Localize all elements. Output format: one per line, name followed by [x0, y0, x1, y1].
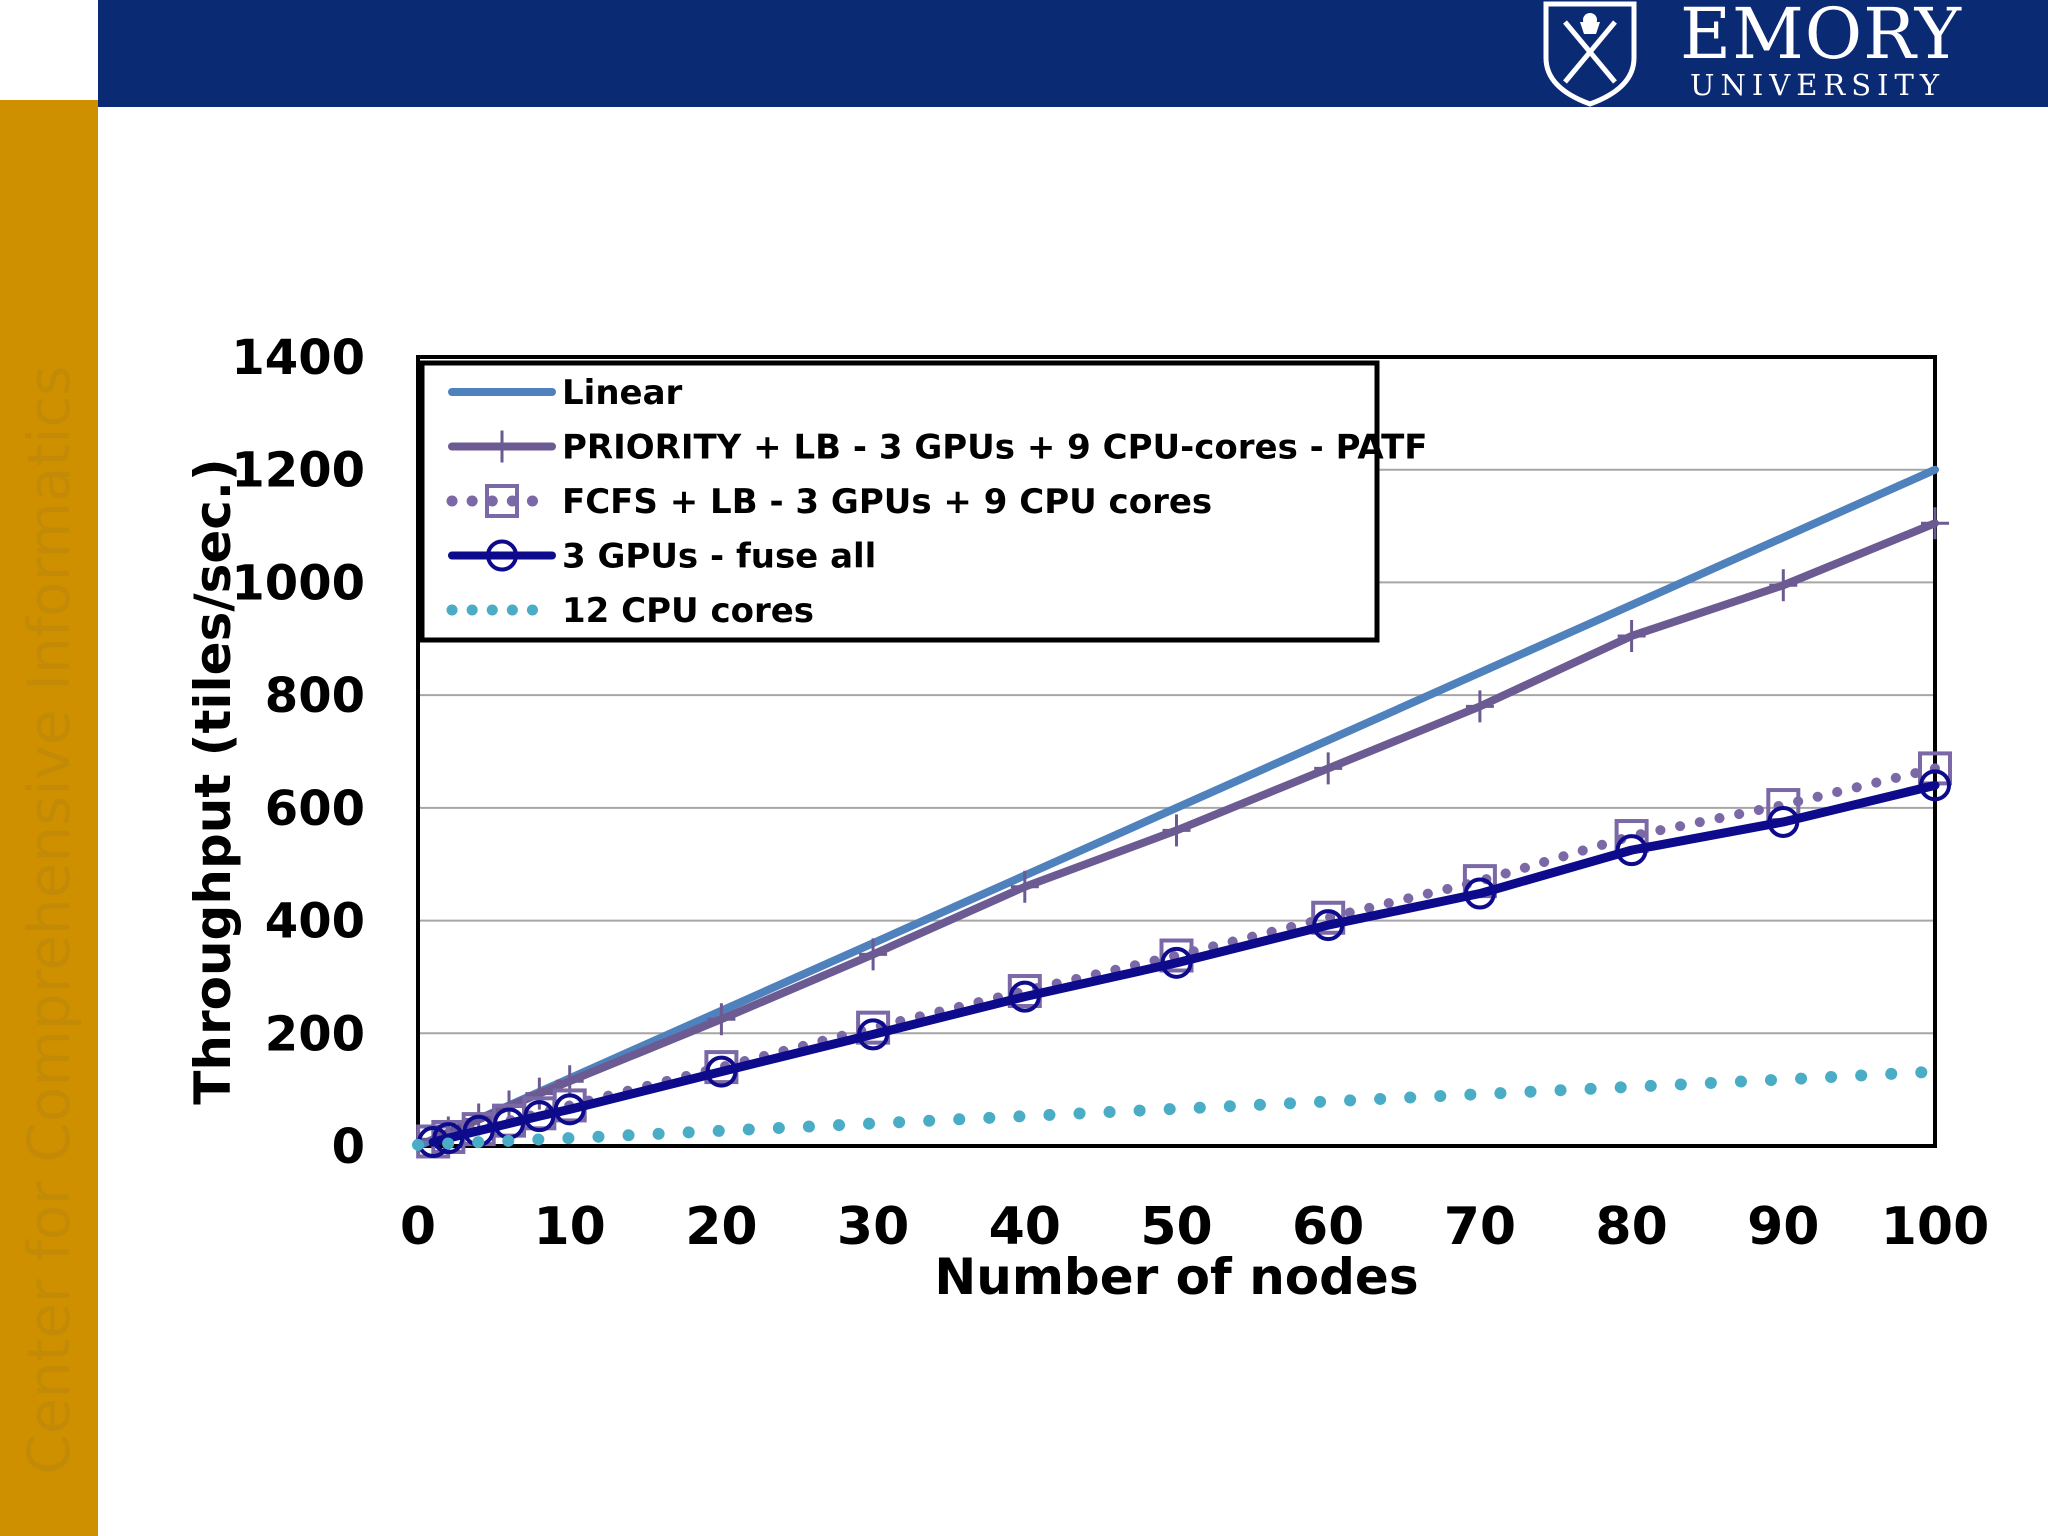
x-tick-label: 0: [400, 1197, 436, 1257]
x-tick-label: 80: [1595, 1197, 1667, 1257]
data-point: [523, 1100, 556, 1133]
y-tick-label: 1200: [231, 443, 365, 499]
y-tick-label: 0: [332, 1119, 365, 1175]
data-point: [1769, 569, 1798, 602]
series-4: [412, 1065, 1941, 1151]
legend-label: PRIORITY + LB - 3 GPUs + 9 CPU-cores - P…: [562, 428, 1428, 468]
series-3: [417, 769, 1951, 1159]
legend-entry: FCFS + LB - 3 GPUs + 9 CPU cores: [446, 482, 1212, 522]
x-tick-label: 90: [1747, 1197, 1819, 1257]
data-point: [1767, 805, 1800, 838]
brand-subtitle: UNIVERSITY: [1690, 68, 1946, 102]
data-point: [432, 1122, 465, 1155]
legend-entry: 12 CPU cores: [446, 591, 814, 631]
data-point: [705, 1055, 738, 1088]
legend-entry: Linear: [448, 373, 683, 413]
data-point: [1617, 619, 1646, 652]
y-tick-label: 1000: [231, 555, 365, 611]
series-line: [414, 465, 1939, 1150]
x-tick-label: 40: [989, 1197, 1061, 1257]
series-line: [428, 780, 1940, 1147]
y-axis-ticks: 0 200 400 600 800 1000 1200 1400: [231, 330, 365, 1175]
x-tick-label: 60: [1292, 1197, 1364, 1257]
series-2: [416, 751, 1952, 1159]
data-point: [707, 1003, 736, 1036]
x-tick-label: 100: [1881, 1197, 1990, 1257]
series-layer: [412, 465, 1952, 1159]
data-point: [859, 938, 888, 971]
data-point: [1919, 769, 1951, 802]
data-point: [857, 1018, 890, 1051]
x-tick-label: 70: [1444, 1197, 1516, 1257]
data-point: [485, 484, 519, 518]
x-tick-label: 10: [534, 1197, 606, 1257]
data-point: [525, 1077, 554, 1110]
y-tick-label: 1400: [231, 330, 365, 386]
data-point: [1010, 870, 1039, 903]
y-tick-label: 200: [265, 1006, 365, 1062]
x-tick-label: 30: [837, 1197, 909, 1257]
y-axis-label: Throughput (tiles/sec.): [184, 458, 242, 1105]
data-point: [1008, 980, 1041, 1013]
data-point: [1160, 946, 1193, 979]
data-point: [1615, 834, 1648, 867]
data-point: [1921, 507, 1949, 540]
legend-label: 3 GPUs - fuse all: [562, 537, 876, 577]
y-tick-label: 800: [265, 668, 365, 724]
data-point: [553, 1093, 586, 1126]
legend-label: Linear: [562, 373, 683, 413]
brand-name: EMORY: [1680, 0, 1962, 75]
legend-label: 12 CPU cores: [562, 591, 814, 631]
sidebar-band: Center for Comprehensive Informatics: [0, 100, 98, 1536]
data-point: [1465, 690, 1494, 723]
header-bar: [98, 0, 2048, 107]
data-point: [1312, 909, 1345, 942]
x-tick-label: 50: [1140, 1197, 1212, 1257]
legend-entry: 3 GPUs - fuse all: [448, 537, 876, 577]
legend-label: FCFS + LB - 3 GPUs + 9 CPU cores: [562, 482, 1212, 522]
data-point: [488, 430, 516, 463]
emory-shield-icon: [1543, 1, 1637, 107]
legend: Linear PRIORITY + LB - 3 GPUs + 9 CPU-cor…: [419, 360, 1428, 643]
series-0: [414, 465, 1939, 1150]
series-line: [412, 1065, 1941, 1151]
y-tick-label: 600: [265, 781, 365, 837]
data-point: [486, 539, 518, 572]
x-tick-label: 20: [685, 1197, 757, 1257]
data-point: [1314, 752, 1343, 785]
legend-box: [419, 360, 1380, 643]
x-axis-label: Number of nodes: [934, 1248, 1418, 1306]
data-point: [1463, 877, 1496, 910]
y-tick-label: 400: [265, 894, 365, 950]
legend-entry: PRIORITY + LB - 3 GPUs + 9 CPU-cores - P…: [448, 428, 1428, 468]
x-axis-ticks: 0 10 20 30 40 50 60 70 80 90 100: [400, 1197, 1989, 1257]
data-point: [1162, 814, 1191, 847]
